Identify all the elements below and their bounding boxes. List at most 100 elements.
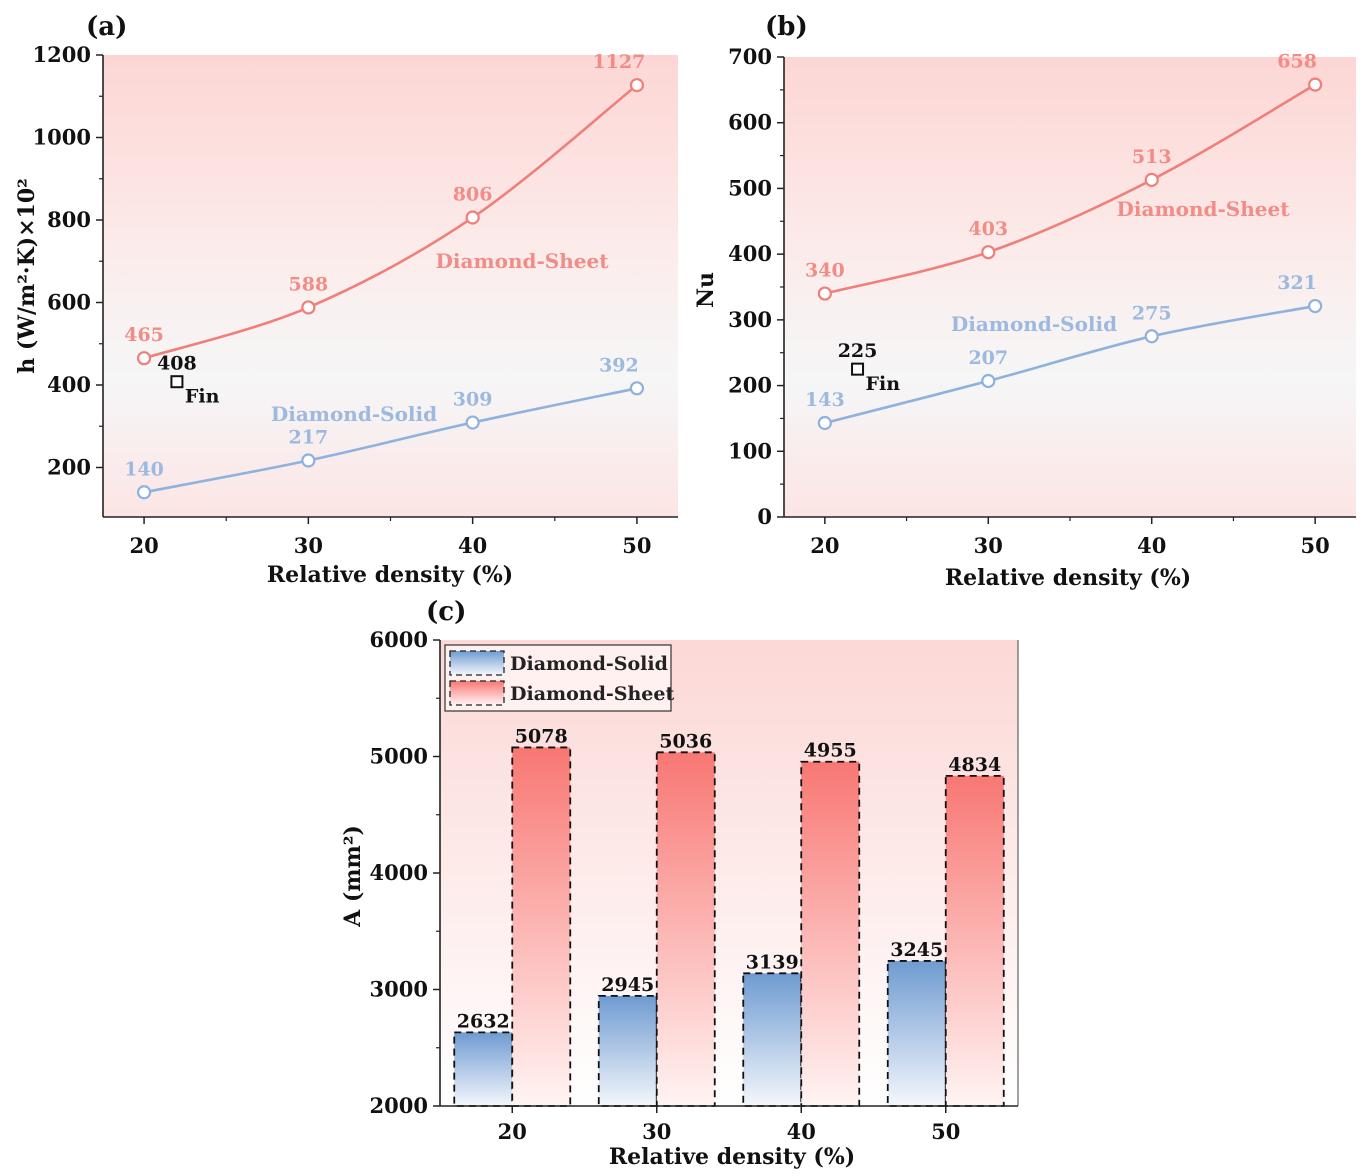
- data-point-solid-b: [1308, 298, 1323, 314]
- data-label-solid-a: 217: [289, 426, 329, 448]
- x-tick-label-c: 20: [498, 1119, 527, 1144]
- data-point-solid-b: [1144, 329, 1159, 344]
- y-tick-label-b: 100: [728, 438, 772, 463]
- y-tick-label-a: 1200: [33, 42, 91, 67]
- bar-label-sheet: 5036: [659, 730, 712, 752]
- series-line-solid-b: [824, 304, 1316, 425]
- x-axis-title-c: Relative density (%): [609, 1144, 855, 1170]
- x-tick-label-a: 20: [129, 533, 158, 558]
- bar-label-solid: 3139: [746, 951, 799, 973]
- series-label-solid-a: Diamond-Solid: [271, 402, 437, 426]
- x-tick-label-a: 50: [622, 533, 651, 558]
- data-label-sheet-a: 806: [453, 184, 493, 206]
- y-tick-label-a: 600: [47, 290, 91, 315]
- series-line-sheet-b: [824, 83, 1316, 295]
- data-point-sheet-a: [301, 300, 316, 315]
- x-tick-label-c: 30: [642, 1119, 671, 1144]
- fin-value-label-a: 408: [157, 353, 197, 375]
- bar-solid: [453, 1031, 514, 1107]
- y-tick-label-a: 200: [47, 455, 91, 480]
- panel-label-a: (a): [86, 12, 127, 42]
- series-label-sheet-a: Diamond-Sheet: [436, 249, 610, 273]
- bar-label-sheet: 5078: [515, 725, 568, 747]
- plot-area-b: [784, 57, 1356, 517]
- data-point-sheet-a: [629, 78, 645, 93]
- data-label-sheet-b: 513: [1132, 146, 1172, 168]
- data-label-solid-a: 309: [453, 389, 493, 411]
- legend-label-solid: Diamond-Solid: [510, 653, 668, 675]
- x-tick-label-a: 30: [294, 533, 323, 558]
- x-tick-label-b: 50: [1301, 533, 1330, 558]
- y-tick-label-b: 600: [728, 110, 772, 135]
- bar-label-sheet: 4834: [948, 754, 1001, 776]
- data-label-solid-b: 207: [968, 347, 1008, 369]
- fin-marker-b: [851, 362, 865, 376]
- y-tick-label-b: 500: [728, 175, 772, 200]
- bar-solid: [742, 972, 803, 1107]
- y-axis-title-c: A (mm²): [340, 825, 366, 928]
- data-label-sheet-a: 465: [124, 324, 164, 346]
- bar-label-sheet: 4955: [804, 740, 857, 762]
- x-axis-title-b: Relative density (%): [945, 565, 1191, 591]
- data-label-sheet-a: 1127: [592, 51, 645, 73]
- data-point-solid-b: [817, 415, 832, 431]
- bar-solid: [597, 995, 658, 1107]
- legend-swatch-solid: [449, 650, 505, 676]
- data-point-sheet-b: [817, 286, 832, 301]
- x-tick-label-c: 50: [931, 1119, 960, 1144]
- x-tick-label-c: 40: [787, 1119, 816, 1144]
- data-label-solid-a: 392: [599, 354, 639, 376]
- x-tick-label-b: 30: [974, 533, 1003, 558]
- y-tick-label-a: 800: [47, 207, 91, 232]
- y-tick-label-b: 0: [757, 504, 772, 529]
- marks-b: 0 100 200 300 400 500 600 700 20 30 40 50 340 403 513 6…: [728, 44, 1330, 558]
- legend: Diamond-Solid Diamond-Sheet: [444, 644, 674, 712]
- panel-a: (a) 200 400 600 800 1000 1200 20 30 40 50 465 588 80…: [14, 12, 678, 588]
- legend-label-sheet: Diamond-Sheet: [510, 683, 674, 705]
- bar-solid: [886, 960, 947, 1107]
- panel-b: (b) 0 100 200 300 400 500 600 700 20 30 40 50 340 403…: [693, 12, 1356, 591]
- legend-swatch-sheet: [449, 680, 505, 706]
- data-label-solid-b: 275: [1132, 302, 1172, 324]
- panel-label-c: (c): [426, 597, 466, 627]
- panel-c: (c) 2000 3000 4000 5000 6000 20 2632 5078 30 2945…: [340, 597, 1019, 1170]
- y-axis-title-a: h (W/m²·K)×10²: [14, 178, 40, 374]
- y-tick-label-b: 200: [728, 373, 772, 398]
- series-line-solid-a: [143, 387, 638, 494]
- y-tick-label-c: 6000: [370, 627, 428, 652]
- marks-a: 200 400 600 800 1000 1200 20 30 40 50 465 588 806 112…: [33, 42, 652, 558]
- y-tick-label-b: 300: [728, 307, 772, 332]
- y-tick-label-a: 400: [47, 372, 91, 397]
- panel-label-b: (b): [765, 12, 808, 42]
- data-point-solid-a: [629, 381, 645, 396]
- data-label-solid-b: 321: [1277, 272, 1317, 294]
- series-line-sheet-a: [143, 84, 638, 360]
- bar-sheet: [655, 751, 716, 1107]
- series-label-sheet-b: Diamond-Sheet: [1117, 197, 1291, 221]
- data-point-sheet-a: [136, 351, 152, 366]
- data-label-solid-b: 143: [805, 389, 845, 411]
- data-point-sheet-b: [1144, 172, 1159, 187]
- data-label-sheet-b: 340: [805, 260, 845, 282]
- x-tick-label-b: 40: [1137, 533, 1166, 558]
- data-point-solid-b: [981, 373, 996, 389]
- x-axis-title-a: Relative density (%): [267, 562, 513, 588]
- y-tick-label-a: 1000: [33, 125, 91, 150]
- y-axis-title-b: Nu: [693, 272, 719, 308]
- fin-value-label-b: 225: [838, 340, 878, 362]
- series-label-solid-b: Diamond-Solid: [951, 312, 1117, 336]
- data-point-solid-a: [301, 453, 316, 468]
- bar-sheet: [944, 774, 1005, 1107]
- data-label-sheet-b: 658: [1277, 51, 1317, 73]
- data-point-sheet-a: [465, 210, 480, 225]
- x-tick-label-b: 20: [810, 533, 839, 558]
- y-tick-label-c: 5000: [370, 744, 428, 769]
- bar-sheet: [511, 746, 572, 1107]
- y-tick-label-b: 400: [728, 241, 772, 266]
- data-point-sheet-b: [1308, 77, 1323, 92]
- data-point-solid-a: [136, 485, 152, 500]
- bar-label-solid: 2945: [601, 974, 654, 996]
- bar-sheet: [800, 760, 861, 1107]
- marks-c: 2000 3000 4000 5000 6000 20 2632 5078 30 2945 5036…: [370, 627, 1005, 1144]
